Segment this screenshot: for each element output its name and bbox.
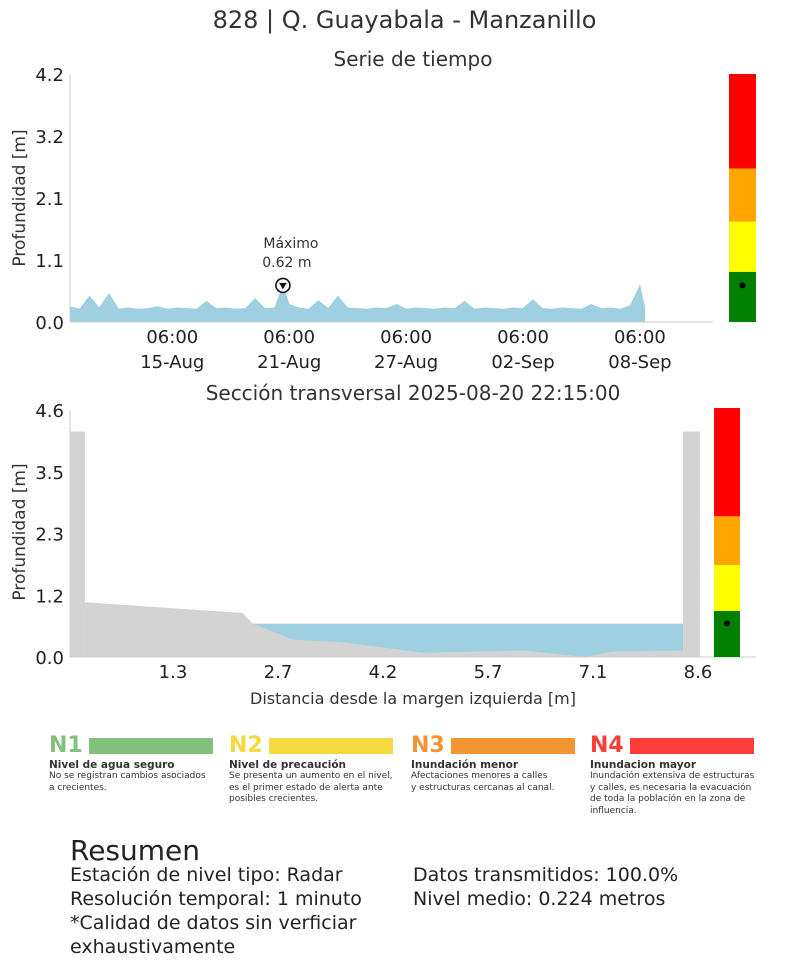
right-bank-wall xyxy=(683,431,700,657)
legend-description-line: posibles crecientes. xyxy=(229,794,319,804)
cross-section-y-axis-label: Profundidad [m] xyxy=(10,463,30,600)
legend-code: N1 xyxy=(49,733,83,758)
legend-item-n3: N3 Inundación menor Afectaciones menores a… xyxy=(411,733,583,794)
cross-section-alert-bar xyxy=(714,408,740,657)
time-series-alert-current-marker xyxy=(739,282,746,289)
cross-section-x-tick-label: 4.2 xyxy=(369,662,398,683)
legend-name: Inundación menor xyxy=(411,759,519,771)
maximum-label: Máximo xyxy=(263,236,318,252)
legend-description-line: es el primer estado de alerta ante xyxy=(229,782,383,793)
legend-description-line: y calles, es necesaria la evacuación xyxy=(590,782,752,793)
summary-left: Estación de nivel tipo: Radar Resolución… xyxy=(70,863,400,959)
legend-description-line: influencia. xyxy=(590,805,637,816)
time-series-alert-level-2 xyxy=(729,221,756,272)
legend-color-bar xyxy=(269,737,393,754)
summary-station-type: Estación de nivel tipo: Radar xyxy=(70,864,343,886)
time-series-chart: Serie de tiempo Profundidad [m] 0.0 1.1 2.… xyxy=(10,47,756,373)
time-series-alert-level-1 xyxy=(729,271,756,322)
time-series-x-tick-time: 06:00 xyxy=(380,327,432,348)
legend-header: N2 xyxy=(229,733,401,758)
legend-color-bar xyxy=(89,737,213,754)
time-series-alert-bar xyxy=(729,74,756,322)
legend-header: N1 xyxy=(49,733,221,758)
legend-description-line: de toda la población en la zona de xyxy=(590,794,746,804)
legend-header: N3 xyxy=(411,733,583,758)
legend-code: N4 xyxy=(590,733,624,758)
legend-description-line: y estructuras cercanas al canal. xyxy=(411,782,555,793)
legend-color-bar xyxy=(630,737,754,754)
cross-section-alert-current-marker xyxy=(724,620,730,627)
summary-data-transmitted: Datos transmitidos: 100.0% xyxy=(413,864,679,886)
time-series-x-tick-date: 27-Aug xyxy=(374,352,438,373)
left-bank-wall xyxy=(70,431,85,657)
time-series-x-tick-date: 21-Aug xyxy=(257,352,321,373)
cross-section-y-tick-label: 2.3 xyxy=(35,525,64,546)
cross-section-alert-level-4 xyxy=(714,408,740,517)
maximum-annotation: Máximo 0.62 m xyxy=(262,236,318,294)
time-series-y-tick-label: 4.2 xyxy=(35,65,64,86)
time-series-alert-level-3 xyxy=(729,168,756,222)
time-series-y-tick-label: 0.0 xyxy=(35,313,64,334)
cross-section-y-tick-label: 3.5 xyxy=(35,463,64,484)
time-series-axes: 0.0 1.1 2.1 3.2 4.2 06:00 15-Aug 06:00 21-Aug 06:… xyxy=(35,65,713,373)
cross-section-alert-level-1 xyxy=(714,610,740,657)
cross-section-y-tick-label: 4.6 xyxy=(35,401,64,422)
legend-color-bar xyxy=(451,737,575,754)
summary-quality-note-cont: exhaustivamente xyxy=(70,936,236,958)
cross-section-axes: 0.0 1.2 2.3 3.5 4.6 1.3 2.7 4.2 5.7 7.1 8.6 xyxy=(35,401,756,683)
time-series-x-tick-date: 08-Sep xyxy=(608,352,671,373)
cross-section-x-tick-label: 7.1 xyxy=(579,662,608,683)
cross-section-chart: Sección transversal 2025-08-20 22:15:00 … xyxy=(10,381,756,708)
summary-mean-level: Nivel medio: 0.224 metros xyxy=(413,888,666,910)
cross-section-y-tick-label: 1.2 xyxy=(35,586,64,607)
legend-name: Inundacion mayor xyxy=(590,759,697,771)
time-series-x-tick-date: 15-Aug xyxy=(140,352,204,373)
cross-section-y-tick-label: 0.0 xyxy=(35,648,64,669)
cross-section-x-tick-label: 5.7 xyxy=(474,662,503,683)
time-series-x-tick-date: 02-Sep xyxy=(491,352,554,373)
cross-section-alert-level-3 xyxy=(714,516,740,565)
time-series-y-tick-label: 2.1 xyxy=(35,189,64,210)
time-series-y-axis-label: Profundidad [m] xyxy=(10,129,30,266)
time-series-x-tick-time: 06:00 xyxy=(497,327,549,348)
legend-description-line: Inundación extensiva de estructuras xyxy=(590,771,755,781)
legend-description-line: No se registran cambios asociados xyxy=(49,771,206,781)
summary-heading: Resumen xyxy=(70,834,201,867)
riverbed-ground xyxy=(84,602,684,657)
cross-section-alert-level-2 xyxy=(714,564,740,611)
summary-temporal-resolution: Resolución temporal: 1 minuto xyxy=(70,888,362,910)
legend-item-n2: N2 Nivel de precaución Se presenta un aume… xyxy=(229,733,401,806)
legend-item-n1: N1 Nivel de agua seguro No se registran ca… xyxy=(49,733,221,794)
time-series-x-tick-time: 06:00 xyxy=(263,327,315,348)
legend-description-line: a crecientes. xyxy=(49,782,107,793)
time-series-y-tick-label: 1.1 xyxy=(35,251,64,272)
time-series-x-tick-time: 06:00 xyxy=(146,327,198,348)
cross-section-x-axis-label: Distancia desde la margen izquierda [m] xyxy=(250,689,576,708)
cross-section-x-tick-label: 1.3 xyxy=(159,662,188,683)
time-series-area xyxy=(69,284,646,323)
time-series-y-tick-label: 3.2 xyxy=(35,127,64,148)
legend-name: Nivel de agua seguro xyxy=(49,759,175,771)
legend-description-line: Se presenta un aumento en el nivel, xyxy=(229,771,393,781)
time-series-title: Serie de tiempo xyxy=(334,47,493,71)
time-series-x-tick-time: 06:00 xyxy=(614,327,666,348)
time-series-alert-level-4 xyxy=(729,74,756,169)
legend-name: Nivel de precaución xyxy=(229,759,347,771)
summary-right: Datos transmitidos: 100.0% Nivel medio: … xyxy=(413,863,773,911)
page-title: 828 | Q. Guayabala - Manzanillo xyxy=(212,6,597,34)
cross-section-x-tick-label: 2.7 xyxy=(264,662,293,683)
legend-header: N4 xyxy=(590,733,762,758)
legend-item-n4: N4 Inundacion mayor Inundación extensiva d… xyxy=(590,733,762,817)
cross-section-shapes xyxy=(70,431,700,657)
maximum-marker-arrow xyxy=(279,282,287,290)
legend-code: N2 xyxy=(229,733,263,758)
legend-description-line: Afectaciones menores a calles xyxy=(411,771,548,781)
time-series-series xyxy=(69,284,646,323)
cross-section-x-tick-label: 8.6 xyxy=(684,662,713,683)
legend-code: N3 xyxy=(411,733,445,758)
maximum-value: 0.62 m xyxy=(262,255,311,271)
cross-section-title: Sección transversal 2025-08-20 22:15:00 xyxy=(206,381,621,405)
summary-quality-note: *Calidad de datos sin verficiar xyxy=(70,912,357,934)
